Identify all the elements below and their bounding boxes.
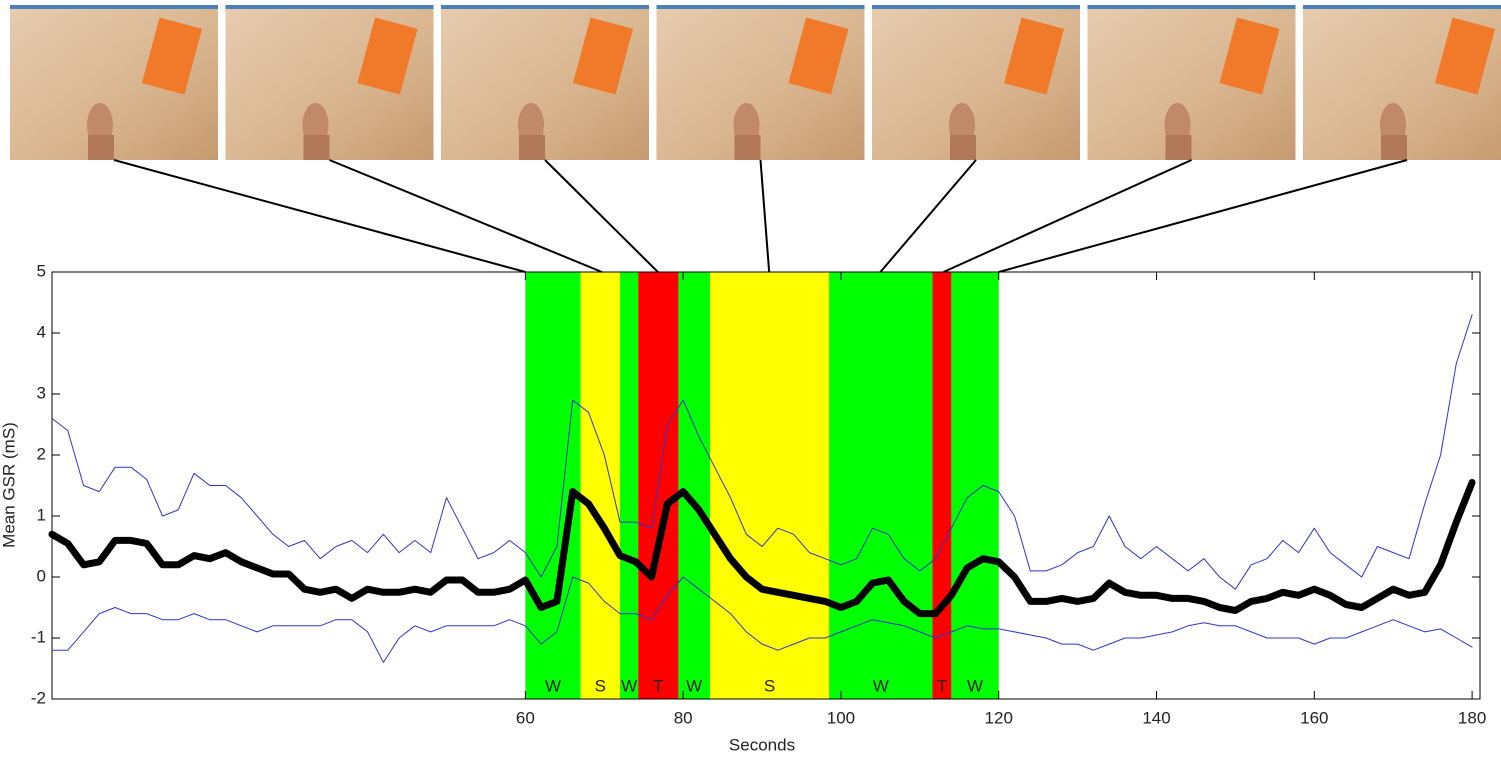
x-tick-label: 120: [985, 708, 1013, 727]
frame-top: [1088, 5, 1296, 9]
y-tick-label: -2: [31, 688, 46, 707]
y-tick-label: 4: [37, 322, 46, 341]
frame-top: [657, 5, 865, 9]
activity-band: [620, 272, 638, 699]
x-axis-label: Seconds: [729, 735, 795, 754]
video-frame: [657, 5, 865, 160]
arm: [519, 135, 545, 160]
frame-top: [226, 5, 434, 9]
band-label: T: [937, 676, 947, 695]
band-label: W: [873, 676, 889, 695]
activity-band: [581, 272, 620, 699]
video-frame: [441, 5, 649, 160]
arm: [1381, 135, 1407, 160]
frame-top: [872, 5, 1080, 9]
frame-connector: [944, 160, 1192, 272]
y-tick-label: 0: [37, 566, 46, 585]
x-tick-label: 100: [827, 708, 855, 727]
y-tick-label: 2: [37, 444, 46, 463]
video-frame: [1088, 5, 1296, 160]
x-tick-label: 140: [1142, 708, 1170, 727]
band-label: W: [686, 676, 702, 695]
x-tick-label: 60: [516, 708, 535, 727]
activity-band: [829, 272, 932, 699]
y-tick-label: -1: [31, 627, 46, 646]
arm: [1166, 135, 1192, 160]
frame-top: [10, 5, 218, 9]
activity-band: [951, 272, 998, 699]
band-label: S: [764, 676, 775, 695]
video-frame: [10, 5, 218, 160]
frame-top: [441, 5, 649, 9]
video-frame: [872, 5, 1080, 160]
activity-band: [710, 272, 829, 699]
arm: [304, 135, 330, 160]
x-tick-label: 180: [1458, 708, 1486, 727]
y-tick-label: 3: [37, 383, 46, 402]
activity-band: [678, 272, 710, 699]
band-label: W: [621, 676, 637, 695]
video-frame: [226, 5, 434, 160]
y-axis-label: Mean GSR (mS): [0, 422, 18, 548]
band-label: S: [595, 676, 606, 695]
y-tick-label: 5: [37, 261, 46, 280]
y-tick-label: 1: [37, 505, 46, 524]
activity-band: [932, 272, 951, 699]
x-tick-label: 160: [1300, 708, 1328, 727]
frame-connector: [880, 160, 976, 272]
arm: [735, 135, 761, 160]
x-tick-label: 80: [674, 708, 693, 727]
frame-top: [1303, 5, 1501, 9]
arm: [88, 135, 114, 160]
band-label: W: [545, 676, 561, 695]
video-frames: [10, 5, 1501, 160]
band-label: T: [653, 676, 663, 695]
frame-connector: [999, 160, 1407, 272]
video-frame: [1303, 5, 1501, 160]
figure: WSWTWSWTW-2-10123456080100120140160180 S…: [0, 0, 1501, 758]
band-label: W: [967, 676, 983, 695]
arm: [950, 135, 976, 160]
frame-connector: [761, 160, 770, 272]
